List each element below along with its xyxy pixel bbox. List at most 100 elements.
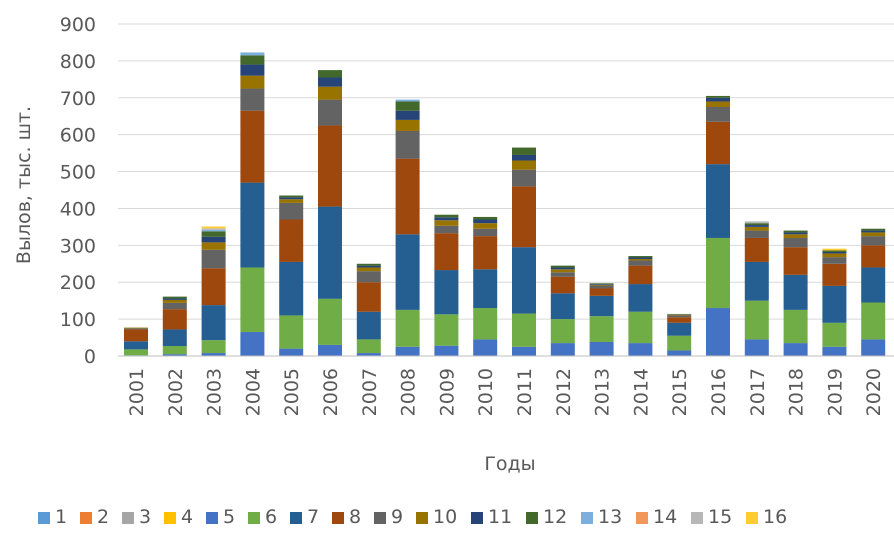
bar-segment-2018-series-9 <box>783 237 808 248</box>
bar-segment-2005-series-12 <box>279 195 304 198</box>
bar-segment-2012-series-5 <box>550 343 575 356</box>
legend-swatch <box>691 512 703 524</box>
x-tick-label: 2013 <box>592 368 614 416</box>
x-tick-label: 2001 <box>126 368 148 416</box>
bar-segment-2013-series-6 <box>589 316 614 342</box>
bar-segment-2003-series-9 <box>201 249 226 269</box>
bar-segment-2002-series-12 <box>162 296 187 299</box>
legend-swatch <box>746 512 758 524</box>
legend-swatch <box>636 512 648 524</box>
bar-segment-2014-series-5 <box>628 343 653 356</box>
bar-segment-2008-series-8 <box>395 158 420 235</box>
y-axis-title: Вылов, тыс. шт. <box>13 106 35 264</box>
x-tick-label: 2006 <box>320 368 342 416</box>
legend-label: 8 <box>349 506 361 528</box>
bars <box>124 52 886 356</box>
legend-label: 4 <box>181 506 193 528</box>
bar-segment-2012-series-6 <box>550 319 575 344</box>
bar-segment-2011-series-9 <box>512 169 536 187</box>
y-tick-label: 200 <box>60 272 96 294</box>
x-tick-label: 2009 <box>436 368 458 416</box>
bar-segment-2004-series-12 <box>240 55 265 65</box>
bar-segment-2005-series-7 <box>279 261 304 316</box>
y-tick-label: 600 <box>60 125 96 147</box>
bar-segment-2011-series-7 <box>512 247 536 314</box>
bar-segment-2016-series-10 <box>706 101 730 107</box>
legend: 1 2 3 4 5 6 7 8 9 10 11 12 13 14 15 16 <box>38 506 787 528</box>
bar-segment-2017-series-12 <box>744 223 769 226</box>
bar-segment-2014-series-9 <box>628 260 653 266</box>
bar-segment-2002-series-9 <box>162 302 187 310</box>
bar-segment-2014-series-6 <box>628 311 653 344</box>
bar-segment-2008-series-9 <box>395 130 420 159</box>
bar-segment-2018-series-12 <box>783 230 808 233</box>
y-tick-label: 800 <box>60 51 96 73</box>
bar-segment-2005-series-6 <box>279 315 304 349</box>
bar-segment-2015-series-6 <box>667 335 692 351</box>
x-tick-label: 2019 <box>824 368 846 416</box>
bar-segment-2005-series-11 <box>279 197 304 200</box>
legend-swatch <box>80 512 92 524</box>
x-tick-label: 2004 <box>242 368 264 416</box>
bar-segment-2007-series-12 <box>356 263 381 266</box>
bar-segment-2007-series-11 <box>356 265 381 268</box>
x-tick-label: 2002 <box>165 368 187 416</box>
legend-label: 3 <box>139 506 151 528</box>
bar-segment-2005-series-5 <box>279 348 304 356</box>
bar-segment-2007-series-10 <box>356 267 381 272</box>
bar-segment-2020-series-8 <box>861 245 886 268</box>
bar-segment-2006-series-5 <box>318 344 342 356</box>
bar-segment-2011-series-10 <box>512 160 536 170</box>
bar-segment-2009-series-5 <box>434 345 459 356</box>
bar-segment-2013-series-8 <box>589 288 614 296</box>
bar-segment-2003-series-16 <box>201 226 226 229</box>
bar-segment-2015-series-9 <box>667 315 692 318</box>
bar-segment-2006-series-9 <box>318 99 342 126</box>
bar-segment-2017-series-7 <box>744 261 769 301</box>
bar-segment-2009-series-11 <box>434 217 459 221</box>
legend-label: 15 <box>708 506 732 528</box>
gridlines <box>118 23 894 320</box>
bar-segment-2019-series-10 <box>822 253 847 258</box>
bar-segment-2015-series-7 <box>667 322 692 336</box>
bar-segment-2020-series-6 <box>861 302 886 340</box>
legend-swatch <box>471 512 483 524</box>
legend-label: 5 <box>223 506 235 528</box>
bar-segment-2014-series-11 <box>628 257 653 259</box>
legend-swatch <box>416 512 428 524</box>
bar-segment-2010-series-10 <box>473 223 498 229</box>
bar-segment-2019-series-11 <box>822 251 847 254</box>
bar-segment-2019-series-9 <box>822 257 847 264</box>
bar-segment-2001-series-8 <box>124 329 148 342</box>
bar-segment-2017-series-11 <box>744 225 769 227</box>
legend-label: 2 <box>97 506 109 528</box>
bar-segment-2017-series-5 <box>744 339 769 356</box>
bar-segment-2018-series-6 <box>783 309 808 344</box>
bar-segment-2006-series-8 <box>318 125 342 207</box>
bar-segment-2020-series-9 <box>861 236 886 246</box>
bar-segment-2012-series-12 <box>550 265 575 268</box>
bar-segment-2004-series-8 <box>240 110 265 183</box>
legend-label: 14 <box>653 506 677 528</box>
bar-segment-2018-series-8 <box>783 247 808 275</box>
bar-segment-2014-series-10 <box>628 258 653 261</box>
bar-segment-2002-series-7 <box>162 329 187 347</box>
legend-label: 1 <box>55 506 67 528</box>
bar-segment-2019-series-8 <box>822 263 847 286</box>
bar-segment-2010-series-9 <box>473 228 498 237</box>
bar-segment-2018-series-10 <box>783 234 808 238</box>
bar-segment-2012-series-8 <box>550 276 575 294</box>
bar-segment-2016-series-8 <box>706 121 730 165</box>
bar-segment-2011-series-5 <box>512 346 536 356</box>
bar-segment-2008-series-10 <box>395 119 420 131</box>
bar-segment-2019-series-6 <box>822 322 847 347</box>
bar-segment-2012-series-11 <box>550 267 575 270</box>
bar-segment-2013-series-9 <box>589 285 614 289</box>
bar-segment-2007-series-7 <box>356 311 381 340</box>
bar-segment-2003-series-8 <box>201 268 226 306</box>
bar-segment-2004-series-13 <box>240 52 265 56</box>
bar-segment-2016-series-7 <box>706 164 730 238</box>
bar-segment-2013-series-7 <box>589 295 614 317</box>
legend-label: 12 <box>543 506 567 528</box>
